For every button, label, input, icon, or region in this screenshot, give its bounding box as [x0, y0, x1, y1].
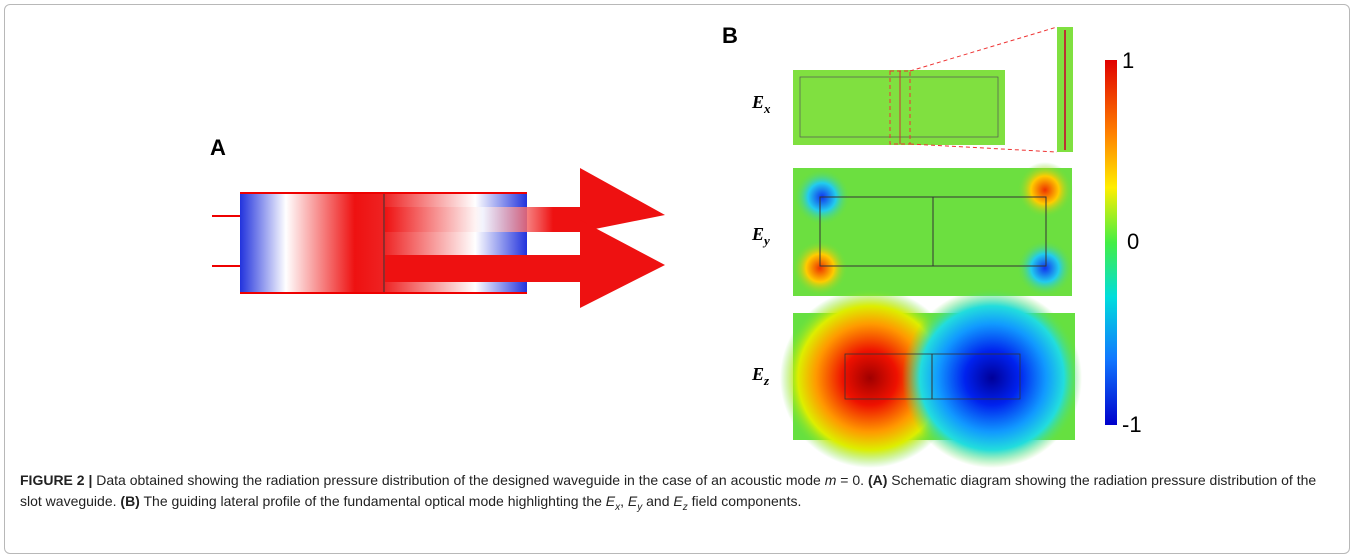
slot-waveguide [212, 168, 665, 308]
caption-run: and [642, 493, 673, 509]
page: A B ExEyEz 1 0 -1 FIGURE 2 | Data obtain… [0, 0, 1356, 560]
field-subscript: z [763, 373, 770, 388]
caption-run: FIGURE 2 | [20, 472, 92, 488]
field-label: Ey [751, 224, 770, 248]
caption-run: , [620, 493, 628, 509]
field-subscript: x [763, 101, 771, 116]
colorbar-label: 0 [1127, 229, 1139, 254]
caption: FIGURE 2 | Data obtained showing the rad… [20, 470, 1340, 518]
caption-run: = 0. [836, 472, 868, 488]
caption-run: E [606, 493, 615, 509]
colorbar [1105, 60, 1117, 425]
ey-field [792, 162, 1073, 296]
caption-run: The guiding lateral profile of the funda… [140, 493, 606, 509]
caption-run: E [628, 493, 637, 509]
field-label: Ez [751, 364, 770, 388]
colorbar-label: 1 [1122, 48, 1134, 73]
caption-run: (A) [868, 472, 887, 488]
caption-run: m [825, 472, 837, 488]
ex-field [793, 27, 1073, 152]
panel-label: B [722, 23, 738, 48]
panel-label: A [210, 135, 226, 160]
field-symbol: E [751, 92, 764, 112]
caption-run: E [673, 493, 682, 509]
field-symbol: E [751, 224, 764, 244]
caption-run: (B) [120, 493, 139, 509]
field-subscript: y [762, 233, 770, 248]
colorbar-label: -1 [1122, 412, 1142, 437]
caption-run: field components. [688, 493, 802, 509]
field-symbol: E [751, 364, 764, 384]
ez-field [780, 288, 1082, 468]
caption-run: Data obtained showing the radiation pres… [92, 472, 824, 488]
field-label: Ex [751, 92, 771, 116]
